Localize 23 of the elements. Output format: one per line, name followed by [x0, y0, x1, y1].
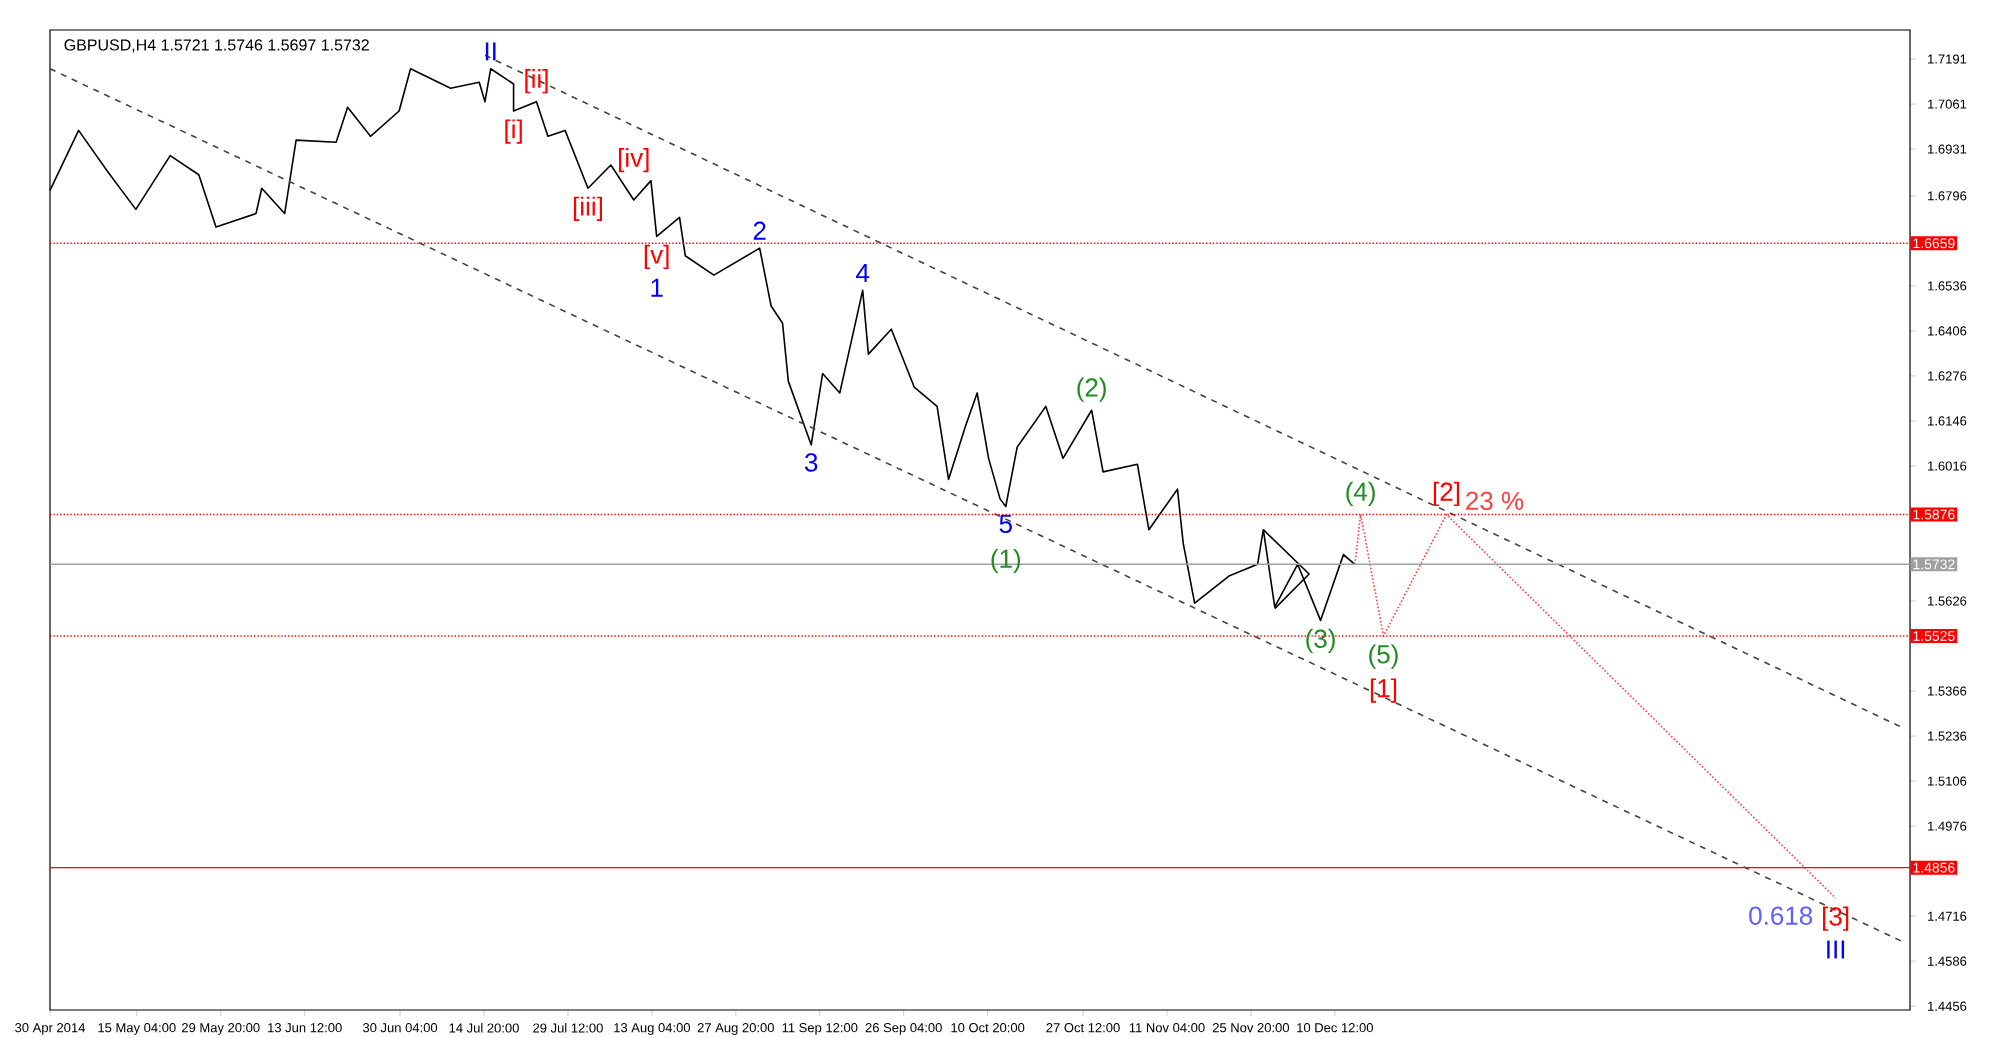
annotation: [ii]	[525, 69, 548, 94]
annotation: 4	[856, 264, 870, 282]
annotation: [3]	[1823, 906, 1849, 931]
annotation: 5	[999, 514, 1012, 534]
annotation: [iii]	[573, 196, 602, 221]
annotation: 2	[753, 221, 766, 240]
annotation: [iv]	[619, 147, 649, 173]
annotation: (5)	[1369, 644, 1398, 669]
annotation: III	[1827, 940, 1845, 959]
annotation: 1	[651, 278, 663, 297]
annotation: 23 %	[1466, 491, 1524, 511]
annotation: (2)	[1077, 377, 1106, 402]
annotation: (4)	[1346, 481, 1375, 507]
annotation: [i]	[505, 119, 522, 144]
annotation: (3)	[1306, 628, 1335, 654]
annotation: [2]	[1433, 481, 1460, 507]
annotation: 0.618	[1749, 906, 1813, 925]
annotation: [v]	[644, 244, 669, 270]
chart-title: GBPUSD,H4 1.5721 1.5746 1.5697 1.5732	[64, 39, 369, 53]
annotation: (1)	[991, 548, 1021, 574]
annotation: [1]	[1370, 678, 1397, 703]
annotation: 3	[804, 453, 818, 472]
annotation: II	[485, 42, 496, 61]
